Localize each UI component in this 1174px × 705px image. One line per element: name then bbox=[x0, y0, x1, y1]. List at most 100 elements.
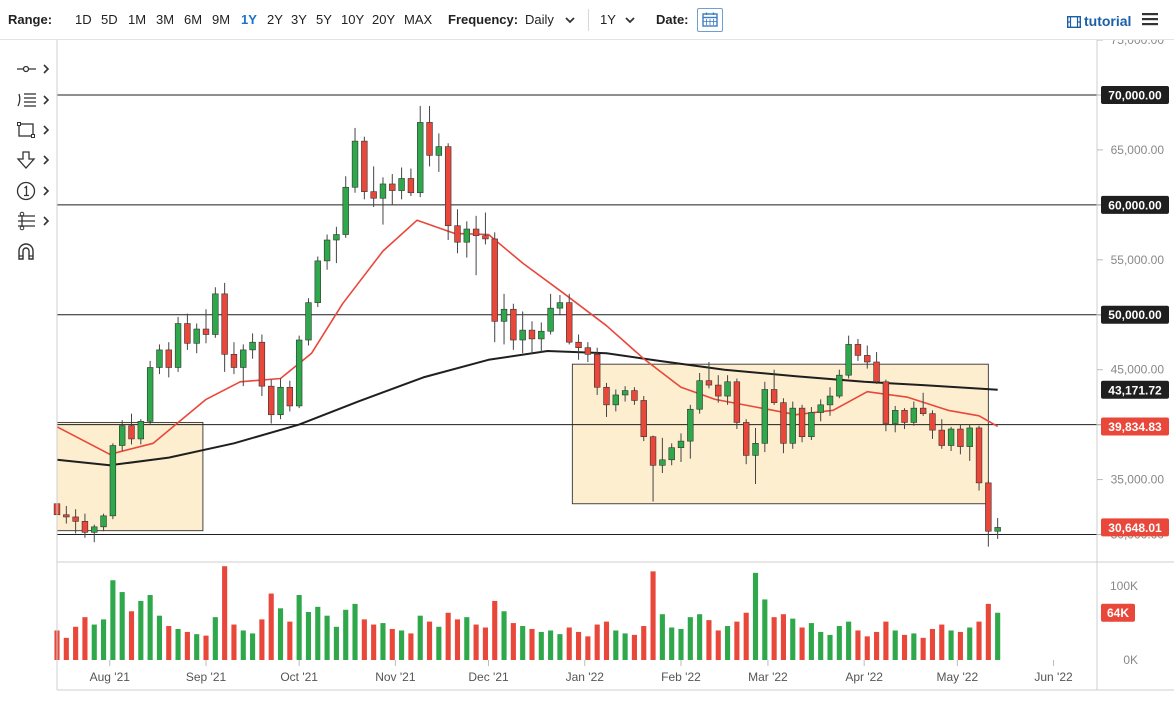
volume-bar bbox=[259, 619, 265, 660]
candle-body bbox=[836, 374, 843, 397]
hamburger-menu-icon[interactable] bbox=[1142, 12, 1158, 26]
time-tick-label: Jun '22 bbox=[1034, 670, 1073, 684]
volume-bar bbox=[212, 617, 218, 660]
volume-bar bbox=[743, 612, 749, 660]
volume-bar bbox=[473, 624, 479, 660]
volume-bar bbox=[808, 623, 814, 660]
arrow-tool[interactable] bbox=[14, 149, 54, 171]
volume-bar bbox=[790, 618, 796, 660]
volume-bar bbox=[63, 637, 69, 660]
candlesticks bbox=[53, 105, 1001, 547]
volume-bar bbox=[333, 626, 339, 660]
volume-bar bbox=[650, 571, 656, 660]
price-tick-label: 65,000.00 bbox=[1111, 143, 1165, 157]
range-9m[interactable]: 9M bbox=[212, 12, 231, 27]
volume-bar bbox=[277, 608, 284, 660]
candle-body bbox=[295, 339, 303, 407]
frequency-select[interactable]: Daily bbox=[525, 12, 554, 27]
volume-bars bbox=[54, 566, 1001, 660]
candle-body bbox=[305, 302, 312, 341]
chevron-down-icon[interactable] bbox=[624, 14, 636, 26]
trend-line-icon bbox=[17, 64, 50, 74]
tutorial-label: tutorial bbox=[1084, 13, 1132, 29]
volume-bar bbox=[827, 634, 833, 660]
volume-bar bbox=[818, 631, 824, 660]
candle-body bbox=[81, 521, 89, 533]
candle-body bbox=[128, 425, 135, 440]
fib-tool[interactable] bbox=[14, 89, 54, 111]
tutorial-link[interactable]: tutorial bbox=[1066, 13, 1132, 29]
consolidation-zone-1 bbox=[56, 421, 204, 532]
range-label: Range: bbox=[8, 12, 53, 27]
volume-bar bbox=[985, 603, 991, 660]
candle-body bbox=[789, 407, 796, 444]
range-1m[interactable]: 1M bbox=[128, 12, 147, 27]
range-3m[interactable]: 3M bbox=[156, 12, 175, 27]
volume-bar bbox=[315, 606, 321, 660]
range-10y[interactable]: 10Y bbox=[341, 12, 365, 27]
volume-bar bbox=[408, 633, 414, 660]
volume-bar bbox=[734, 621, 740, 660]
line-tool[interactable] bbox=[14, 58, 54, 80]
candle-body bbox=[528, 329, 536, 340]
price-chart[interactable]: 75,000.00 70,000.00 65,000.00 60,000.00 55,0… bbox=[0, 40, 1174, 705]
volume-bar bbox=[752, 572, 759, 660]
volume-bar bbox=[138, 600, 144, 660]
volume-bar bbox=[492, 600, 498, 660]
volume-bar bbox=[156, 615, 163, 660]
volume-bar bbox=[967, 627, 973, 660]
level-tag-label: 60,000.00 bbox=[1108, 198, 1162, 212]
volume-bar bbox=[911, 633, 917, 660]
shape-tool[interactable] bbox=[14, 119, 54, 141]
range-1d[interactable]: 1D bbox=[75, 12, 92, 27]
date-picker-button[interactable] bbox=[697, 8, 723, 32]
range-3y[interactable]: 3Y bbox=[291, 12, 307, 27]
magnet-tool[interactable] bbox=[14, 240, 54, 262]
volume-bar bbox=[622, 633, 628, 660]
volume-bar bbox=[575, 631, 582, 660]
volume-bar bbox=[706, 620, 712, 660]
range-2y[interactable]: 2Y bbox=[267, 12, 283, 27]
candle-body bbox=[240, 349, 247, 368]
candle-body bbox=[584, 347, 592, 355]
candle-body bbox=[100, 515, 107, 528]
chevron-down-icon[interactable] bbox=[564, 14, 576, 26]
volume-bar bbox=[91, 624, 97, 660]
time-tick-label: Nov '21 bbox=[375, 670, 416, 684]
fast-moving-average-line bbox=[56, 219, 999, 456]
range-5y[interactable]: 5Y bbox=[316, 12, 332, 27]
candle-body bbox=[994, 527, 1001, 532]
volume-bar bbox=[883, 621, 889, 660]
annotation-tool[interactable] bbox=[14, 180, 54, 202]
candle-body bbox=[454, 225, 461, 243]
volume-bar bbox=[901, 634, 908, 660]
candle-body bbox=[985, 482, 992, 532]
volume-bar bbox=[268, 593, 274, 660]
volume-bar bbox=[874, 631, 880, 660]
candle-body bbox=[566, 302, 573, 343]
candle-body bbox=[268, 385, 275, 416]
measure-tool[interactable] bbox=[14, 210, 54, 232]
candle-body bbox=[910, 407, 918, 423]
candle-body bbox=[901, 410, 908, 423]
range-1y[interactable]: 1Y bbox=[241, 12, 257, 27]
volume-bar bbox=[184, 631, 190, 660]
volume-bar bbox=[296, 595, 302, 660]
range-6m[interactable]: 6M bbox=[184, 12, 203, 27]
candle-body bbox=[444, 146, 452, 227]
candle-body bbox=[696, 380, 703, 410]
volume-bar bbox=[380, 623, 386, 660]
price-tags: 70,000.00 60,000.00 50,000.00 43,171.72 39,8… bbox=[1101, 85, 1169, 622]
range-20y[interactable]: 20Y bbox=[372, 12, 396, 27]
candle-body bbox=[249, 341, 256, 351]
range-5d[interactable]: 5D bbox=[101, 12, 118, 27]
candle-body bbox=[314, 260, 321, 303]
period-select[interactable]: 1Y bbox=[600, 12, 616, 27]
candle-body bbox=[845, 344, 852, 376]
range-max[interactable]: MAX bbox=[404, 12, 433, 27]
candle-body bbox=[808, 412, 815, 438]
candle-body bbox=[621, 390, 629, 396]
time-axis: Aug '21 Sep '21 Oct '21 Nov '21 Dec '21 Jan '… bbox=[90, 660, 1073, 684]
candle-body bbox=[826, 395, 834, 406]
candle-body bbox=[63, 514, 70, 518]
